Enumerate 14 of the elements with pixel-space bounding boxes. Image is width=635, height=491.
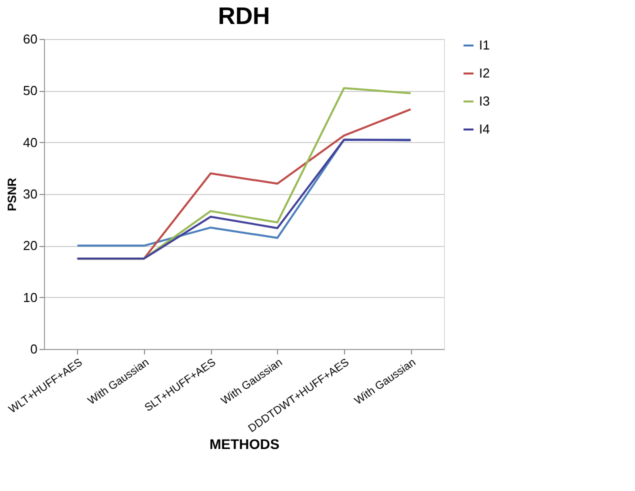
y-tick-label: 10 xyxy=(23,290,38,305)
x-axis-title: METHODS xyxy=(210,436,280,452)
chart-title: RDH xyxy=(218,3,270,30)
y-tick-label: 60 xyxy=(23,32,38,46)
y-tick-label: 30 xyxy=(23,186,38,202)
legend-label: I4 xyxy=(479,122,490,136)
legend-label: I2 xyxy=(479,66,490,80)
y-axis-title: PSNR xyxy=(5,178,20,212)
legend-label: I1 xyxy=(479,38,490,52)
y-tick-label: 40 xyxy=(23,134,38,150)
y-tick-label: 20 xyxy=(23,238,38,254)
y-tick-label: 50 xyxy=(23,83,38,98)
y-tick-label: 0 xyxy=(30,342,38,356)
legend-label: I3 xyxy=(479,94,490,108)
